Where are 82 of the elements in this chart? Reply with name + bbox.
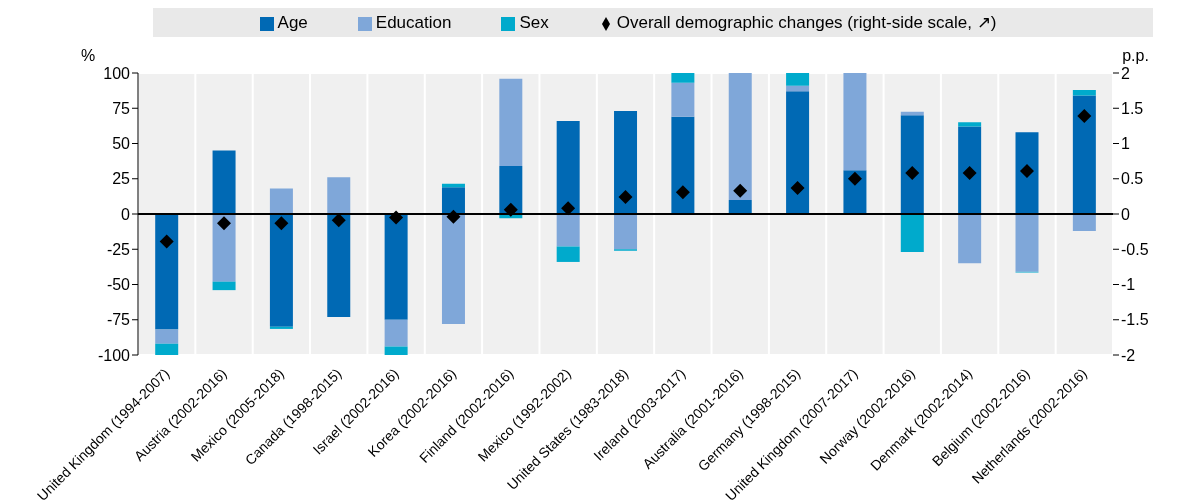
bar <box>155 214 179 330</box>
bar <box>728 199 752 214</box>
bar <box>671 116 695 214</box>
bar <box>1015 214 1039 272</box>
bar <box>1072 95 1096 214</box>
legend-label: Overall demographic changes (right-side scale, ↗) <box>616 13 997 32</box>
y2-tick-label: 0 <box>1121 205 1130 223</box>
y2-tick-label: -0.5 <box>1121 240 1149 258</box>
bar <box>786 91 810 214</box>
point <box>847 171 862 186</box>
point <box>331 213 346 228</box>
y2-tick-label: 0.5 <box>1121 170 1144 188</box>
point <box>274 216 289 231</box>
y-tick-label: 75 <box>112 99 131 117</box>
bar <box>327 177 351 214</box>
bar <box>499 78 523 167</box>
bar <box>671 82 695 117</box>
point <box>790 180 805 195</box>
y2-tick-label: 1 <box>1121 135 1130 153</box>
bar <box>441 214 465 324</box>
y-axis-title: % <box>80 47 96 64</box>
y2-axis-title: p.p. <box>1122 47 1149 64</box>
bar <box>269 188 293 214</box>
bar <box>155 329 179 344</box>
point <box>962 166 977 181</box>
y-tick-label: 100 <box>103 64 131 82</box>
point <box>905 166 920 181</box>
point <box>1019 164 1034 178</box>
y-tick-label: -100 <box>97 346 131 364</box>
y2-tick-label: -1 <box>1121 276 1136 294</box>
bar <box>384 214 408 320</box>
bar <box>556 120 580 214</box>
y-tick-label: -25 <box>106 240 131 258</box>
bar <box>212 214 236 282</box>
bar <box>614 111 638 214</box>
point <box>159 234 174 249</box>
y-tick-label: -75 <box>106 311 131 329</box>
bar <box>958 122 982 127</box>
bar <box>958 214 982 264</box>
bar <box>1072 214 1096 231</box>
legend-label: Education <box>375 13 452 32</box>
point <box>446 209 461 224</box>
y-tick-label: -50 <box>106 276 131 294</box>
legend-label: Age <box>277 13 308 32</box>
bar <box>384 319 408 347</box>
legend-label: Sex <box>519 13 549 32</box>
point <box>503 202 518 217</box>
bar <box>556 246 580 262</box>
bar <box>212 150 236 214</box>
point <box>1077 109 1092 124</box>
bar <box>900 214 924 253</box>
bar <box>843 73 867 171</box>
y2-tick-label: 2 <box>1121 64 1130 82</box>
bar <box>1015 132 1039 214</box>
y2-tick-label: -1.5 <box>1121 311 1149 329</box>
bar <box>556 214 580 247</box>
point <box>561 201 576 216</box>
point <box>217 216 232 231</box>
y-tick-label: 0 <box>121 205 131 223</box>
point <box>618 190 633 205</box>
point <box>733 183 748 198</box>
bar <box>212 281 236 291</box>
bar <box>958 126 982 214</box>
bar <box>614 214 638 250</box>
bar <box>499 166 523 214</box>
bar <box>900 115 924 214</box>
bar <box>269 326 293 329</box>
bar <box>728 73 752 200</box>
bar <box>384 346 408 355</box>
bar <box>671 73 695 83</box>
y-tick-label: 25 <box>112 170 131 188</box>
bar <box>327 214 351 317</box>
bar <box>155 343 179 355</box>
y2-tick-label: -2 <box>1121 346 1136 364</box>
point <box>389 210 404 225</box>
point <box>675 185 690 200</box>
y2-tick-label: 1.5 <box>1121 99 1144 117</box>
y-tick-label: 50 <box>112 135 131 153</box>
bar <box>269 214 293 327</box>
bar <box>786 73 810 86</box>
bar <box>1072 89 1096 96</box>
bar <box>441 187 465 214</box>
